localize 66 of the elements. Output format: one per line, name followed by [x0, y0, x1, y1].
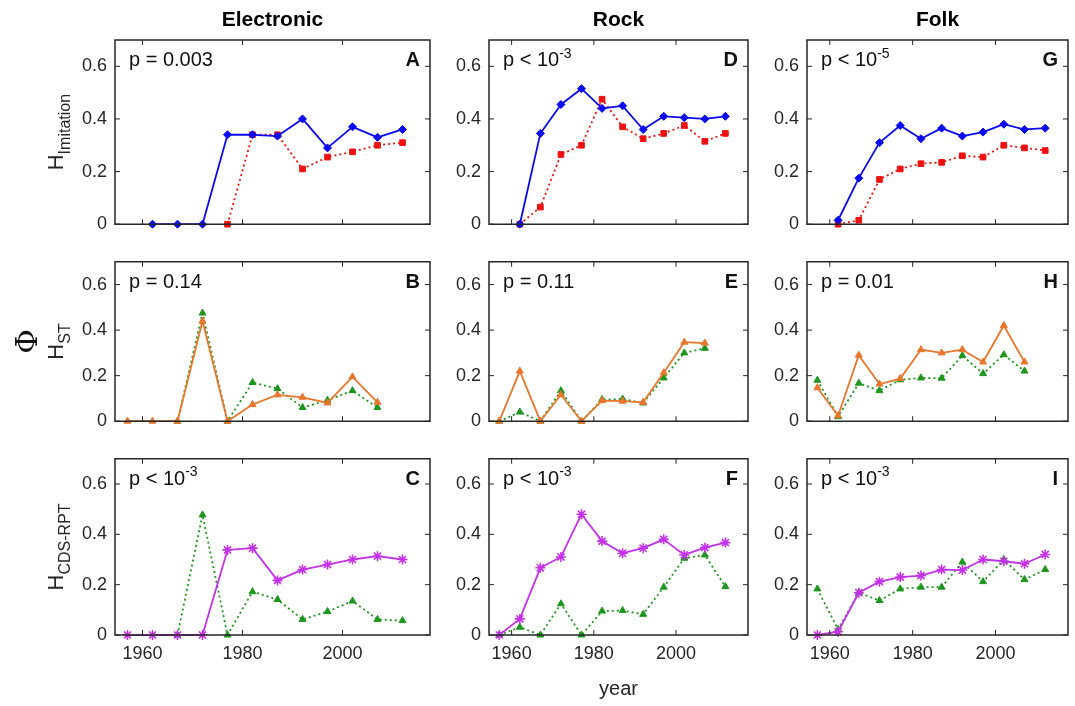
annotation: H — [1043, 269, 1059, 292]
y-tick-label: 0.6 — [81, 273, 107, 294]
annotation: p = 0.11 — [503, 269, 575, 292]
y-tick-label: 0 — [470, 623, 481, 644]
y-tick-label: 0.2 — [81, 573, 107, 594]
y-tick-label: 0.6 — [455, 273, 481, 294]
x-tick-label: 1960 — [809, 642, 850, 663]
x-tick-label: 1960 — [491, 642, 532, 663]
x-tick-label: 2000 — [975, 642, 1016, 663]
y-tick-label: 0.2 — [773, 160, 799, 181]
annotation: F — [725, 466, 738, 489]
y-tick-label: 0 — [470, 213, 481, 234]
y-tick-label: 0.6 — [773, 472, 799, 493]
text: Φ — [9, 329, 44, 354]
y-tick-label: 0.4 — [773, 319, 799, 340]
annotation: p = 0.003 — [129, 48, 213, 70]
x-tick-label: 2000 — [656, 642, 697, 663]
y-tick-label: 0.4 — [455, 107, 481, 128]
y-axis-title: HST — [43, 323, 73, 360]
chart-title: Rock — [592, 7, 645, 30]
y-tick-label: 0.2 — [773, 364, 799, 385]
y-tick-label: 0.2 — [81, 160, 107, 181]
y-tick-label: 0 — [788, 410, 799, 431]
y-axis-title: HCDS-RPT — [43, 503, 73, 591]
x-tick-label: 1980 — [573, 642, 614, 663]
annotation: p = 0.01 — [821, 269, 894, 292]
annotation: C — [405, 466, 421, 489]
y-tick-label: 0.6 — [773, 273, 799, 294]
y-tick-label: 0.4 — [81, 523, 107, 544]
chart-title: Folk — [915, 7, 960, 30]
y-tick-label: 0.6 — [773, 55, 799, 76]
x-tick-label: 1960 — [122, 642, 163, 663]
annotation: p = 0.14 — [129, 269, 202, 292]
x-tick-label: 1980 — [222, 642, 263, 663]
y-tick-label: 0.2 — [455, 573, 481, 594]
annotation: I — [1052, 466, 1059, 489]
y-tick-label: 0 — [788, 213, 799, 234]
chart-title: Electronic — [221, 7, 324, 30]
y-tick-label: 0 — [788, 623, 799, 644]
y-tick-label: 0.4 — [455, 523, 481, 544]
y-tick-label: 0.2 — [773, 573, 799, 594]
y-axis-title: HImitation — [43, 93, 73, 171]
x-tick-label: 2000 — [322, 642, 363, 663]
y-tick-label: 0.6 — [455, 472, 481, 493]
y-tick-label: 0 — [470, 410, 481, 431]
y-tick-label: 0 — [96, 623, 107, 644]
y-tick-label: 0.4 — [81, 319, 107, 340]
y-tick-label: 0.4 — [773, 523, 799, 544]
y-tick-label: 0.4 — [455, 319, 481, 340]
annotation: D — [723, 48, 739, 70]
y-tick-label: 0.2 — [455, 160, 481, 181]
y-tick-label: 0 — [96, 410, 107, 431]
y-tick-label: 0.4 — [773, 107, 799, 128]
y-tick-label: 0.2 — [81, 364, 107, 385]
annotation: E — [724, 269, 738, 292]
annotation: B — [405, 269, 421, 292]
y-tick-label: 0.6 — [455, 55, 481, 76]
y-tick-label: 0.6 — [81, 55, 107, 76]
y-tick-label: 0 — [96, 213, 107, 234]
y-tick-label: 0.2 — [455, 364, 481, 385]
x-tick-label: 1980 — [892, 642, 933, 663]
y-tick-label: 0.6 — [81, 472, 107, 493]
annotation: G — [1042, 48, 1059, 70]
x-axis-title: year — [599, 677, 639, 699]
y-tick-label: 0.4 — [81, 107, 107, 128]
annotation: A — [405, 48, 421, 70]
